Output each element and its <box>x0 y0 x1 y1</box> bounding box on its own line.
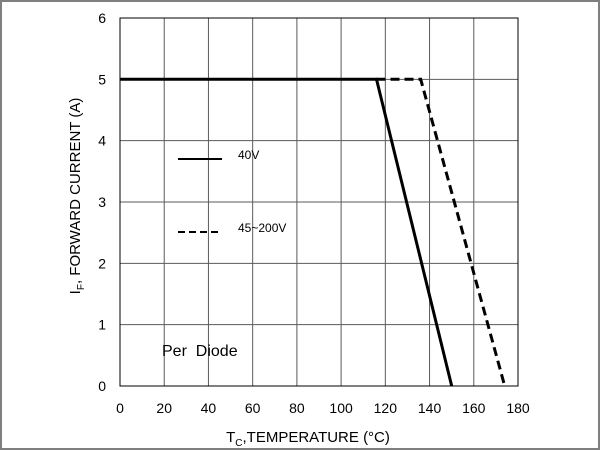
per-diode-annotation: Per Diode <box>162 343 238 360</box>
x-tick-label: 140 <box>418 400 442 416</box>
x-tick-label: 60 <box>245 400 261 416</box>
legend: 40V 45~200V <box>178 148 286 235</box>
x-tick-label: 120 <box>374 400 398 416</box>
x-tick-label: 160 <box>462 400 486 416</box>
y-tick-label: 3 <box>98 194 106 210</box>
legend-label-45-200v: 45~200V <box>238 221 286 235</box>
y-tick-label: 1 <box>98 317 106 333</box>
y-tick-label: 4 <box>98 133 106 149</box>
legend-label-40v: 40V <box>238 148 259 162</box>
x-tick-label: 20 <box>156 400 172 416</box>
y-axis-label: IF, FORWARD CURRENT (A) <box>67 98 87 295</box>
x-tick-label: 80 <box>289 400 305 416</box>
series-line-45-200v <box>376 77 507 387</box>
y-tick-label: 2 <box>98 255 106 271</box>
x-tick-label: 100 <box>329 400 353 416</box>
y-tick-label: 0 <box>98 378 106 394</box>
x-tick-label: 40 <box>201 400 217 416</box>
x-axis-ticks: 0 20 40 60 80 100 120 140 160 180 <box>116 400 530 416</box>
series-lines <box>120 77 507 387</box>
plot-area <box>119 17 519 387</box>
y-tick-label: 5 <box>98 71 106 87</box>
x-axis-label: TC,TEMPERATURE (°C) <box>226 429 390 449</box>
x-tick-label: 0 <box>116 400 124 416</box>
y-tick-label: 6 <box>98 10 106 26</box>
y-axis-ticks: 0 1 2 3 4 5 6 <box>98 10 106 394</box>
x-tick-label: 180 <box>506 400 530 416</box>
